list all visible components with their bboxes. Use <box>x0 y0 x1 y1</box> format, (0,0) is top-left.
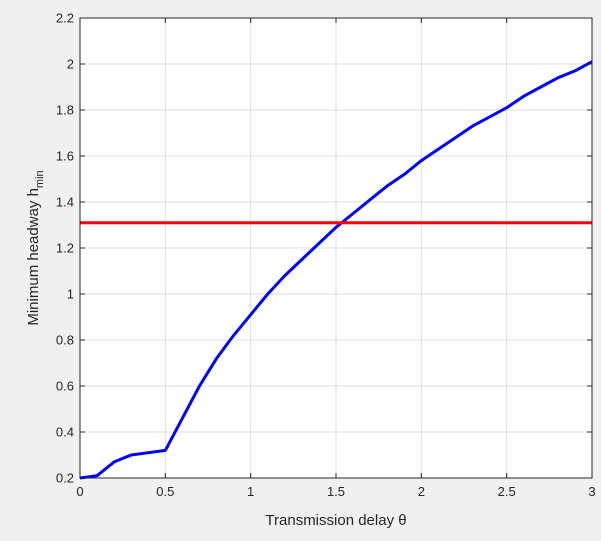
x-tick-label: 0 <box>76 484 83 499</box>
x-tick-label: 0.5 <box>156 484 174 499</box>
series-layer <box>79 60 593 480</box>
y-tick-label: 1.6 <box>56 149 74 164</box>
x-tick-labels: 0 0.5 1 1.5 2 2.5 3 <box>76 484 595 499</box>
x-tick-label: 1 <box>247 484 254 499</box>
y-tick-label: 2 <box>67 57 74 72</box>
y-tick-label: 0.4 <box>56 425 74 440</box>
y-axis-label-main: Minimum headway h <box>25 188 42 326</box>
x-tick-label: 2 <box>418 484 425 499</box>
y-tick-label: 2.2 <box>56 11 74 26</box>
y-axis-label-subscript: min <box>34 170 46 188</box>
series-line-1 <box>79 60 593 480</box>
y-tick-label: 0.8 <box>56 333 74 348</box>
x-tick-label: 2.5 <box>498 484 516 499</box>
x-tick-label: 1.5 <box>327 484 345 499</box>
y-tick-labels: 0.2 0.4 0.6 0.8 1 1.2 1.4 1.6 1.8 2 2.2 <box>56 11 74 486</box>
grid <box>80 18 592 478</box>
x-axis-label: Transmission delay θ <box>265 512 406 529</box>
ticks <box>79 17 593 479</box>
y-tick-label: 1.4 <box>56 195 74 210</box>
x-tick-label: 3 <box>588 484 595 499</box>
y-tick-label: 1.8 <box>56 103 74 118</box>
y-tick-label: 0.2 <box>56 471 74 486</box>
y-tick-label: 1 <box>67 287 74 302</box>
y-tick-label: 1.2 <box>56 241 74 256</box>
y-axis-label: Minimum headway hmin <box>25 170 46 325</box>
y-tick-label: 0.6 <box>56 379 74 394</box>
